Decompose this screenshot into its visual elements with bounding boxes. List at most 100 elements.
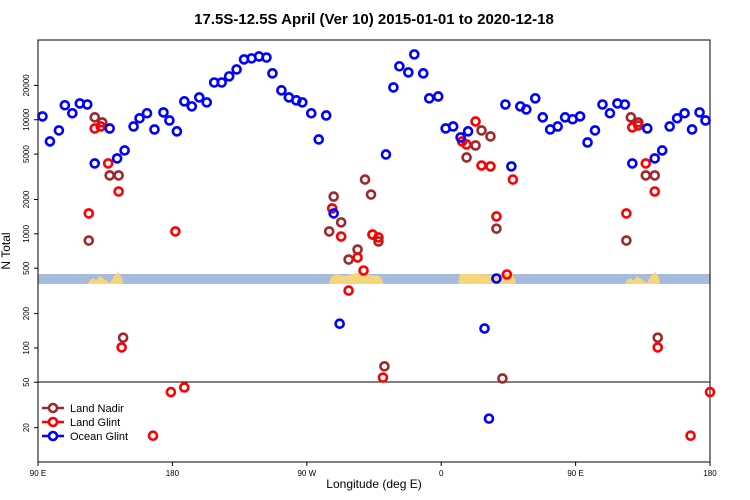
point (625, 112, 637, 123)
point (447, 121, 459, 132)
point (461, 152, 472, 163)
point (231, 64, 242, 75)
point (276, 85, 287, 96)
y-tick-label: 5000 (22, 145, 31, 163)
point (649, 170, 661, 181)
point (373, 232, 384, 243)
point (432, 91, 444, 102)
point (476, 125, 487, 136)
y-tick-label: 50 (22, 377, 31, 386)
point (597, 99, 608, 110)
point (685, 430, 696, 442)
legend-label: Land Nadir (70, 403, 124, 415)
point (589, 125, 601, 136)
x-tick-label: 180 (703, 469, 717, 478)
point (640, 158, 652, 169)
point (326, 203, 338, 214)
point (102, 158, 114, 169)
y-tick-label: 500 (22, 261, 31, 275)
point (652, 332, 664, 343)
point (171, 126, 183, 137)
y-tick-label: 20000 (22, 74, 31, 97)
point (649, 153, 661, 164)
point (334, 318, 345, 330)
point (664, 121, 675, 132)
y-tick-label: 2000 (22, 190, 31, 208)
land-patch (329, 273, 384, 284)
point (128, 121, 139, 132)
point (379, 360, 390, 372)
y-axis-label: N Total (0, 232, 13, 269)
point (537, 112, 549, 123)
point (335, 217, 347, 228)
point (67, 107, 78, 119)
point (216, 77, 227, 88)
point (521, 104, 532, 115)
point (388, 82, 399, 93)
legend-label: Ocean Glint (70, 431, 128, 443)
point (704, 386, 716, 398)
point (656, 145, 668, 156)
point (649, 186, 661, 197)
point (485, 161, 496, 172)
point (627, 122, 638, 133)
point (267, 68, 278, 79)
x-tick-label: 90 E (567, 469, 583, 478)
point (621, 235, 632, 246)
point (619, 99, 631, 110)
land-strip (38, 272, 710, 284)
point (147, 430, 159, 442)
point (552, 121, 563, 132)
y-tick-label: 1000 (22, 224, 31, 242)
point (352, 252, 363, 263)
point (423, 93, 435, 104)
point (365, 189, 377, 200)
point (679, 107, 690, 119)
point (37, 111, 48, 122)
point (582, 137, 593, 148)
point (313, 134, 325, 145)
point (193, 92, 205, 103)
point (461, 139, 472, 150)
point (483, 413, 495, 424)
y-tick-label: 200 (22, 306, 31, 320)
point (119, 145, 130, 156)
point (335, 231, 347, 242)
point (149, 124, 160, 135)
point (455, 132, 466, 143)
legend-marker (47, 402, 59, 414)
point (358, 265, 369, 276)
land-patch (88, 272, 123, 284)
point (113, 170, 124, 181)
point (95, 121, 107, 132)
land-patch (625, 272, 660, 284)
plot-frame (37, 39, 711, 463)
point (201, 97, 213, 108)
point (409, 49, 420, 60)
point (113, 186, 124, 197)
point (305, 107, 317, 119)
point (104, 123, 115, 134)
point (141, 107, 153, 119)
legend-marker (47, 430, 59, 442)
point (165, 386, 177, 398)
point (500, 99, 511, 110)
point (186, 101, 198, 112)
point (81, 99, 93, 110)
point (320, 110, 332, 121)
y-tick-label: 100 (22, 341, 31, 355)
point (297, 97, 308, 108)
point (491, 273, 502, 284)
point (633, 120, 644, 131)
point (373, 236, 384, 247)
point (359, 174, 371, 185)
point (291, 95, 302, 106)
point (506, 161, 517, 172)
point (179, 382, 190, 393)
point (53, 125, 65, 136)
point (164, 115, 175, 126)
point (641, 123, 653, 134)
point (462, 126, 474, 137)
